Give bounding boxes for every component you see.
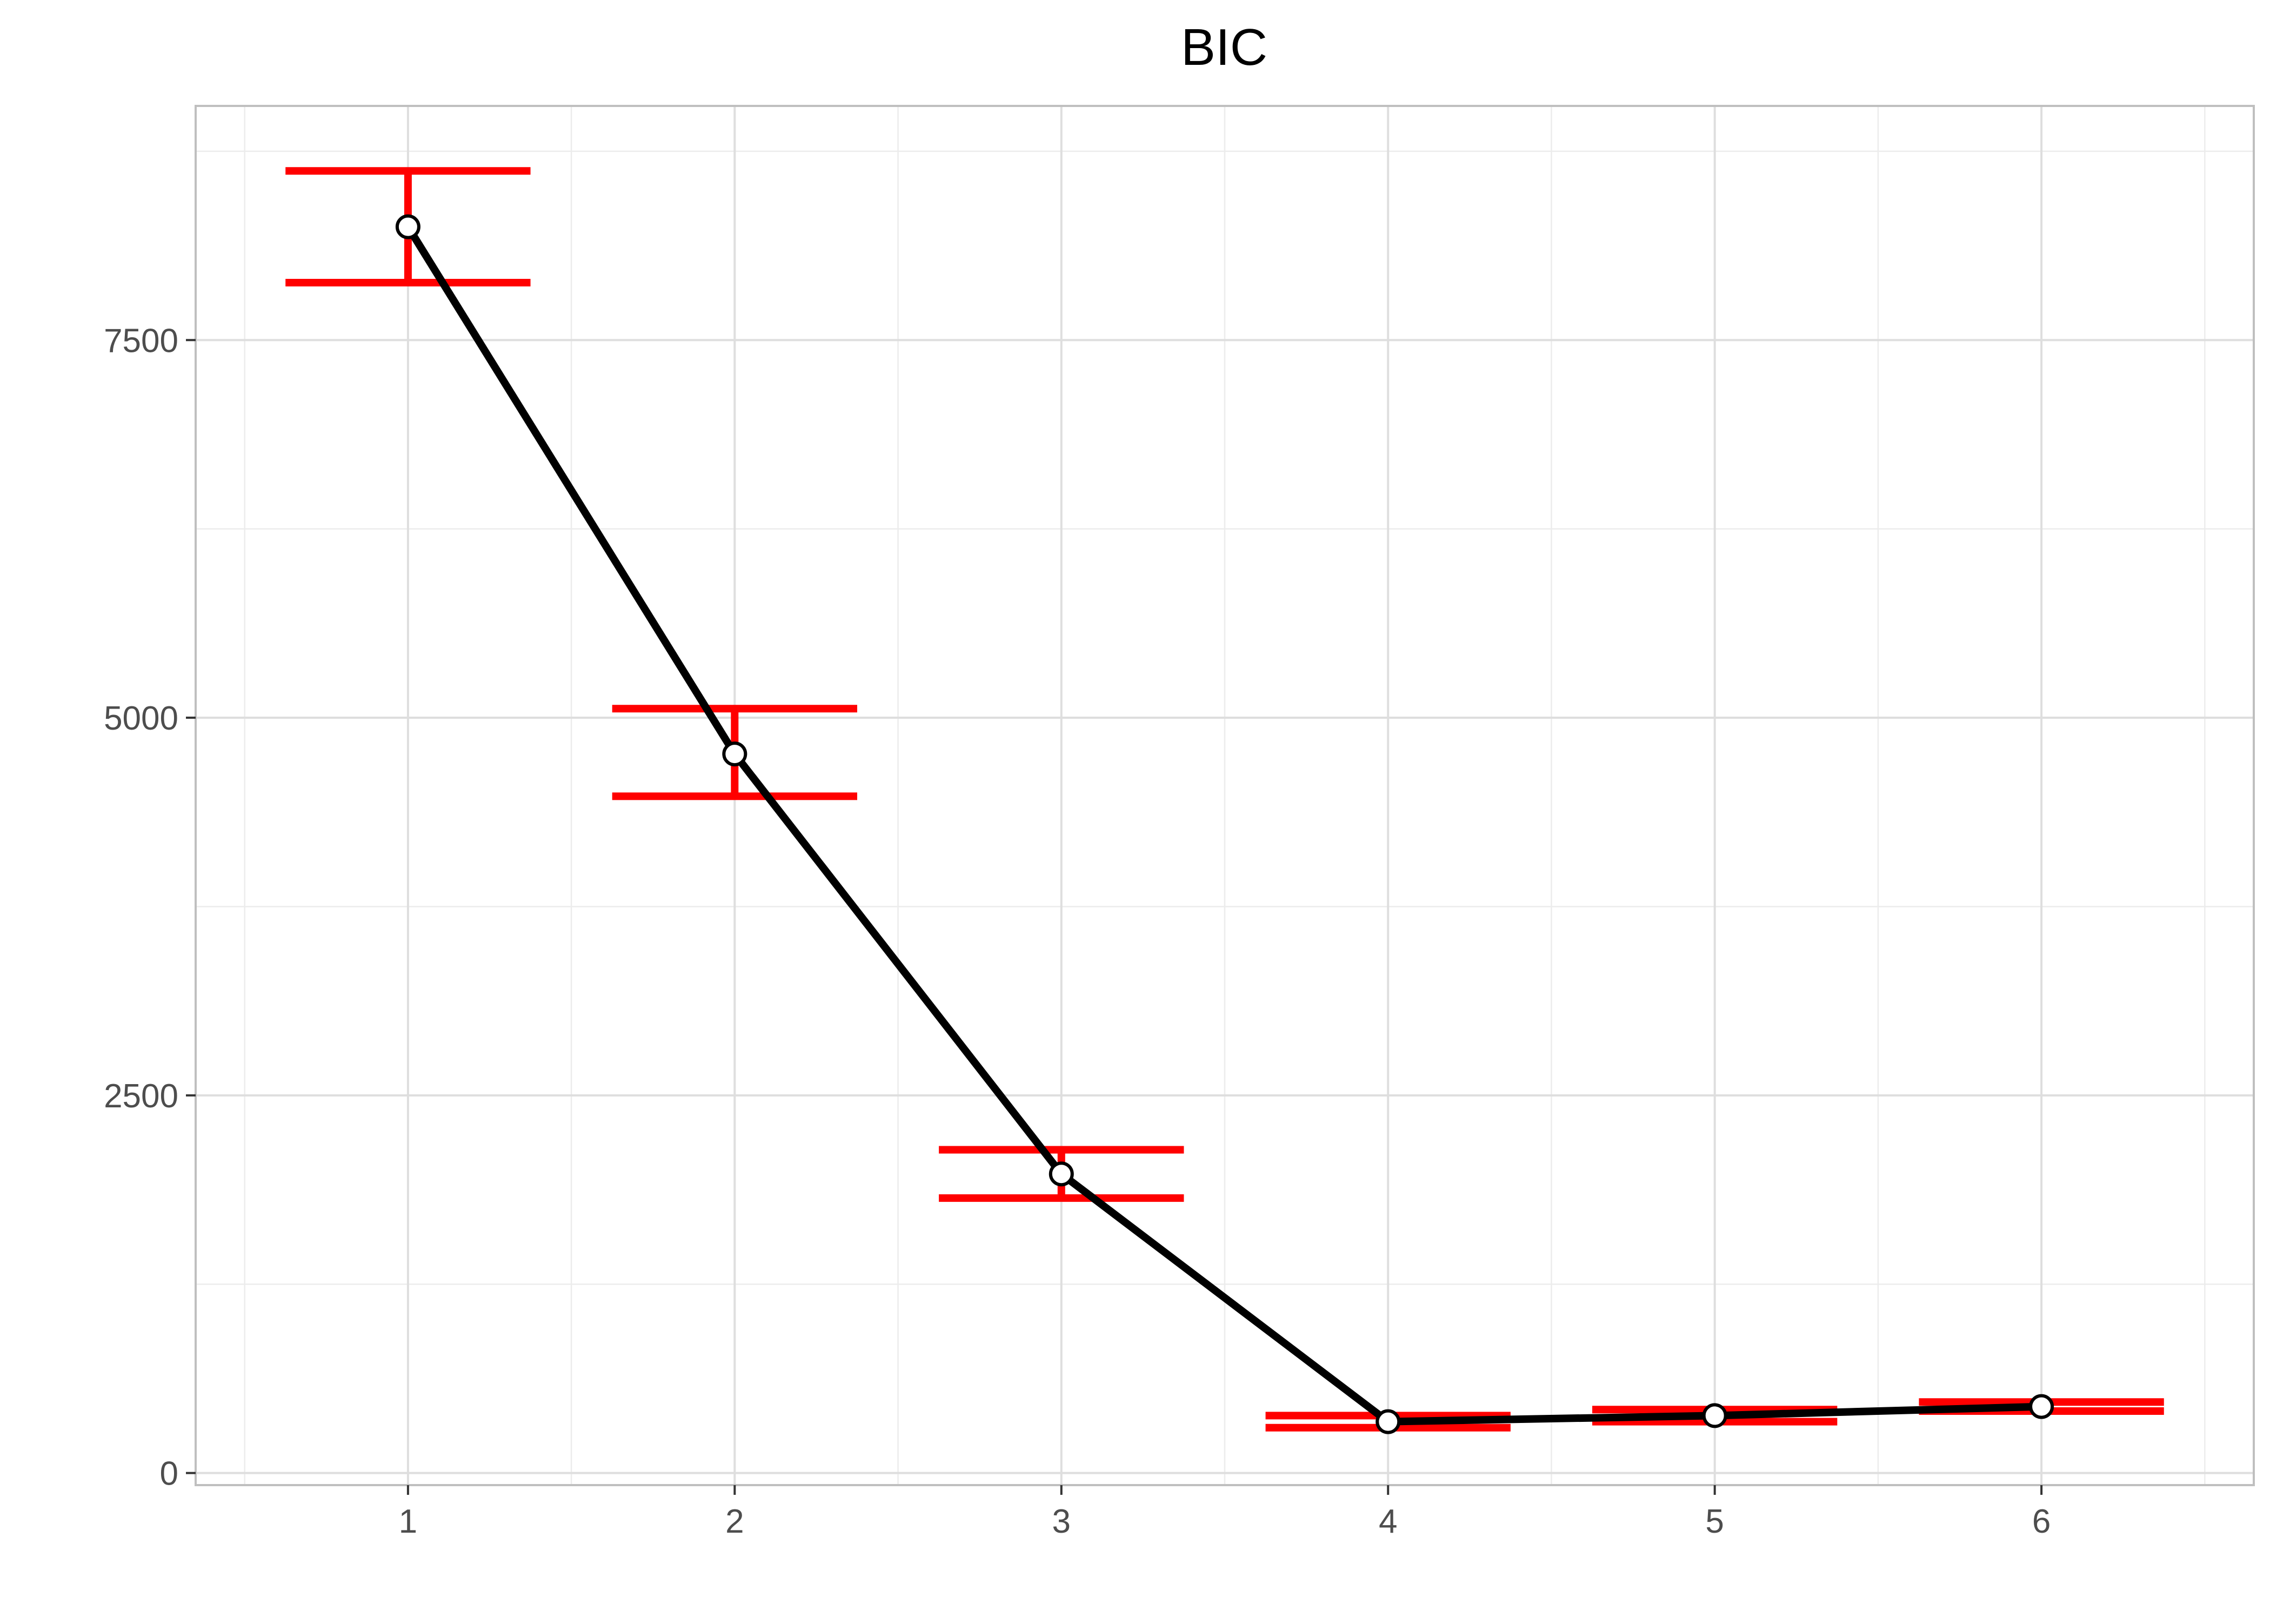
data-point bbox=[395, 214, 420, 239]
x-tick-label: 6 bbox=[2032, 1503, 2051, 1540]
data-points bbox=[395, 214, 2054, 1434]
x-tick-label: 5 bbox=[1705, 1503, 1724, 1540]
x-tick-label: 3 bbox=[1052, 1503, 1071, 1540]
y-tick-label: 7500 bbox=[104, 322, 178, 359]
data-point bbox=[1049, 1161, 1074, 1187]
x-tick-label: 1 bbox=[399, 1503, 417, 1540]
axes: 0 2500 5000 7500 1 2 3 4 5 6 bbox=[104, 322, 2051, 1540]
grid-lines bbox=[196, 106, 2254, 1485]
y-tick-label: 2500 bbox=[104, 1078, 178, 1115]
y-tick-label: 5000 bbox=[104, 700, 178, 737]
series-line bbox=[404, 223, 2046, 1426]
y-tick-label: 0 bbox=[160, 1455, 178, 1493]
data-point bbox=[1702, 1403, 1727, 1428]
data-point bbox=[2029, 1394, 2054, 1419]
x-tick-label: 2 bbox=[725, 1503, 744, 1540]
plot-panel-border bbox=[195, 105, 2255, 1486]
series-lines bbox=[404, 223, 2046, 1426]
chart-title: BIC bbox=[1181, 18, 1267, 76]
data-point bbox=[722, 741, 747, 767]
x-tick-label: 4 bbox=[1379, 1503, 1397, 1540]
data-point bbox=[1376, 1409, 1401, 1434]
